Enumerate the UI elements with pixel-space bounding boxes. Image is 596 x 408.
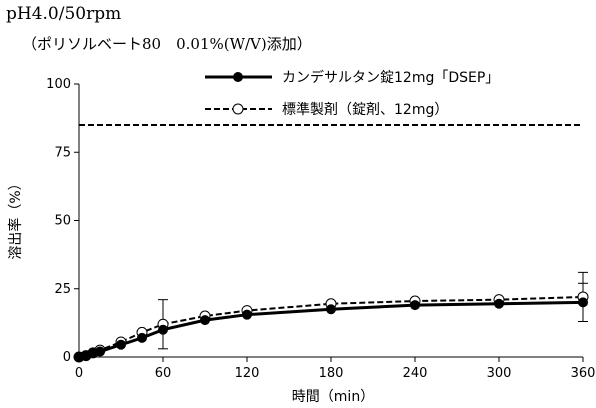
x-tick-label: 120 (235, 366, 260, 381)
y-tick-label: 75 (54, 145, 71, 160)
data-point-series-1 (410, 300, 420, 311)
legend-swatch-marker (232, 103, 244, 115)
y-tick-label: 50 (54, 214, 71, 229)
x-tick-label: 180 (319, 366, 344, 381)
chart-title: pH4.0/50rpm (6, 4, 122, 24)
data-point-series-1 (95, 346, 105, 357)
x-tick-label: 60 (155, 366, 172, 381)
data-point-series-1 (116, 339, 126, 350)
x-tick-label: 360 (571, 366, 596, 381)
y-tick-label: 100 (46, 77, 71, 92)
x-tick-label: 300 (487, 366, 512, 381)
data-point-series-1 (200, 315, 210, 326)
x-tick-label: 0 (75, 366, 83, 381)
y-tick-label: 0 (63, 350, 71, 365)
data-point-series-1 (242, 309, 252, 320)
y-tick-label: 25 (54, 282, 71, 297)
data-point-series-1 (578, 297, 588, 308)
legend-label: 標準製剤（錠剤、12mg） (282, 102, 448, 118)
data-point-series-1 (326, 304, 336, 315)
x-tick-label: 240 (403, 366, 428, 381)
chart-subtitle: （ポリソルベート80 0.01%(W/V)添加） (22, 35, 312, 53)
data-point-series-1 (137, 332, 147, 343)
x-axis-label: 時間（min） (292, 389, 374, 405)
y-axis-label: 溶出率（%） (7, 176, 24, 259)
legend-swatch-marker (233, 72, 243, 82)
data-point-series-1 (158, 324, 168, 335)
data-point-series-1 (494, 298, 504, 309)
legend-label: カンデサルタン錠12mg「DSEP」 (282, 69, 499, 86)
